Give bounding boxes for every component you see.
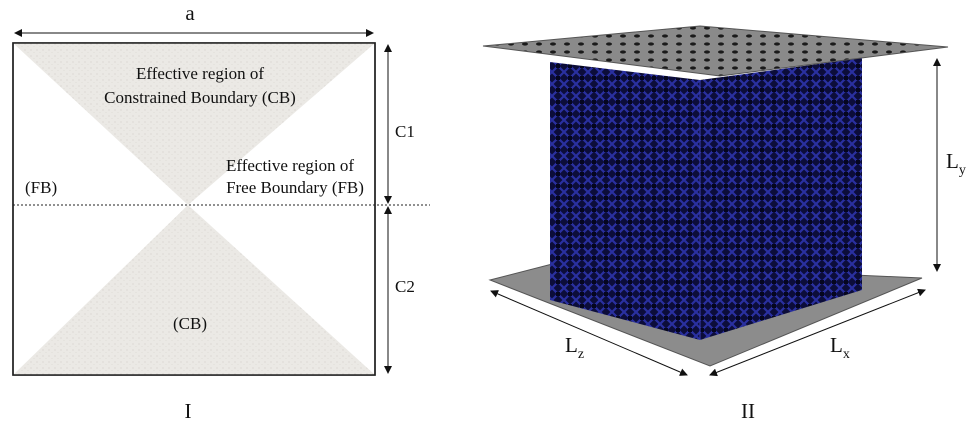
- lz-label: Lz: [565, 333, 584, 362]
- fb-label: Free Boundary (FB): [226, 178, 364, 197]
- lx-sub: x: [843, 347, 850, 362]
- ly-label: Ly: [946, 149, 966, 178]
- lx-main: L: [830, 333, 843, 357]
- panel-2: Ly Lz Lx II: [483, 26, 966, 423]
- caption: I: [185, 399, 192, 423]
- ly-sub: y: [959, 163, 966, 178]
- panel-1: a C1 C2 Effective region of Constrained …: [13, 1, 430, 423]
- lz-sub: z: [578, 347, 584, 362]
- cb-top-label: Effective region of: [136, 64, 264, 83]
- cb-bottom-label: (CB): [173, 314, 207, 333]
- lz-main: L: [565, 333, 578, 357]
- lx-label: Lx: [830, 333, 850, 362]
- cb-top-label: Constrained Boundary (CB): [104, 88, 296, 107]
- fb-left-label: (FB): [25, 178, 57, 197]
- c2-label: C2: [395, 277, 415, 296]
- figure: a C1 C2 Effective region of Constrained …: [0, 0, 973, 427]
- ly-main: L: [946, 149, 959, 173]
- width-label: a: [185, 1, 195, 25]
- lattice-front: [550, 62, 700, 340]
- caption: II: [741, 399, 755, 423]
- c1-label: C1: [395, 122, 415, 141]
- fb-label: Effective region of: [226, 156, 354, 175]
